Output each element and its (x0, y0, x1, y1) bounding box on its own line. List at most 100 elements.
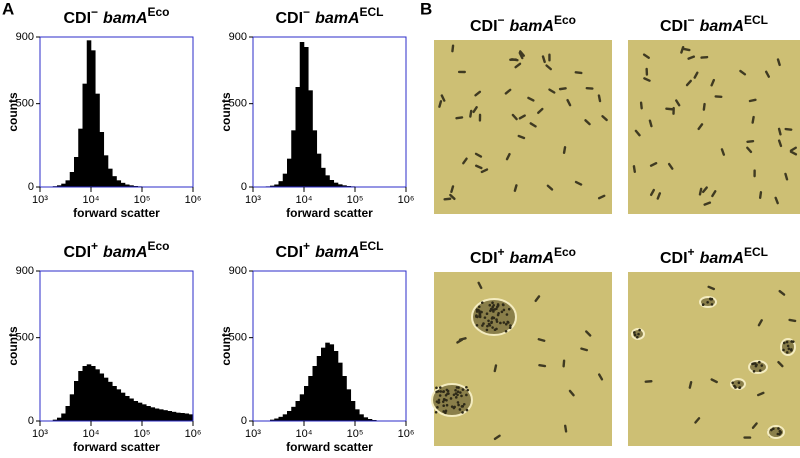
cell (693, 71, 699, 79)
cell (720, 148, 726, 156)
cell (478, 113, 482, 122)
cell (469, 109, 473, 118)
cell (643, 77, 651, 82)
cell (601, 115, 608, 122)
y-axis-label: counts (6, 92, 20, 132)
cell (495, 320, 499, 323)
cell (493, 308, 496, 311)
cell (459, 391, 462, 394)
histogram-bar (367, 419, 373, 421)
x-tick-label: 10⁴ (296, 194, 313, 206)
histogram-bar (112, 176, 117, 187)
cell (457, 403, 460, 407)
cell (756, 391, 765, 397)
cell (760, 364, 764, 367)
cell (436, 406, 439, 409)
y-tick-label: 0 (241, 415, 247, 427)
cell (486, 324, 489, 328)
x-tick-label: 10⁶ (185, 194, 202, 206)
cell (534, 295, 541, 303)
cell (436, 390, 440, 393)
histogram-bar (116, 389, 122, 421)
histogram-bar (107, 168, 113, 187)
cell (739, 69, 747, 76)
cell (702, 303, 705, 306)
cell (461, 411, 464, 414)
y-tick-label: 900 (229, 31, 247, 43)
histogram-bar (359, 414, 364, 421)
cell (456, 393, 459, 397)
title-strain: CDI (660, 18, 688, 35)
cell (770, 428, 773, 432)
cell (505, 313, 509, 316)
x-axis-label: forward scatter (286, 440, 373, 454)
cell (496, 305, 499, 309)
cell (462, 402, 466, 406)
cell (518, 114, 526, 120)
cell (465, 408, 469, 412)
histogram-bar (269, 185, 275, 187)
cell (504, 322, 508, 326)
cell (493, 364, 498, 373)
cell (784, 172, 789, 181)
cell (437, 398, 441, 402)
title-superscript: ECL (360, 239, 384, 253)
title-superscript: + (688, 245, 695, 259)
cell-clump (431, 383, 473, 417)
histogram-bar (346, 389, 352, 421)
cell (672, 106, 675, 115)
cell (633, 331, 636, 334)
x-tick-label: 10⁴ (83, 194, 100, 206)
title-gene: bamA (700, 18, 744, 35)
histogram-bar (278, 416, 284, 421)
histogram-bar (312, 366, 318, 421)
histogram-bar (316, 356, 322, 421)
cell (518, 51, 524, 60)
histogram-bar (103, 155, 109, 187)
cell (502, 308, 506, 312)
y-tick-label: 500 (16, 332, 34, 344)
cell (784, 127, 793, 131)
cell (743, 436, 752, 439)
cell (511, 113, 518, 121)
cell (504, 88, 512, 95)
cell (444, 411, 447, 415)
cell (778, 429, 782, 433)
cell (509, 324, 512, 327)
histogram-bar (363, 417, 369, 421)
histogram-bar (316, 153, 322, 187)
histogram-bar (308, 90, 313, 187)
cell (499, 321, 502, 325)
cell (688, 381, 693, 389)
cell (477, 305, 481, 309)
cell (450, 185, 455, 194)
cell (441, 400, 445, 403)
cell (538, 363, 547, 368)
histogram-bar (304, 386, 309, 421)
title-superscript: ECL (744, 245, 768, 259)
cell (451, 44, 455, 53)
panel-title: CDI− bamAECL (660, 13, 768, 35)
histogram-bar (120, 392, 126, 421)
histogram-bar (176, 412, 181, 421)
cell (548, 53, 551, 62)
histogram-bar (120, 182, 126, 187)
histogram-bar (142, 404, 147, 421)
cell (435, 386, 438, 390)
cell (480, 301, 484, 304)
y-tick-label: 900 (229, 265, 247, 277)
title-superscript: ECL (360, 5, 384, 19)
cell (758, 360, 761, 364)
x-tick-label: 10⁶ (185, 428, 202, 440)
title-superscript: − (91, 5, 98, 19)
cell (492, 303, 495, 307)
cell (504, 329, 508, 333)
cell (675, 99, 681, 107)
cell (562, 146, 567, 154)
cell (649, 188, 656, 197)
cell (644, 380, 653, 383)
cell (465, 385, 468, 389)
cell (634, 129, 641, 137)
cell (751, 115, 755, 124)
histogram-bar (338, 362, 343, 421)
